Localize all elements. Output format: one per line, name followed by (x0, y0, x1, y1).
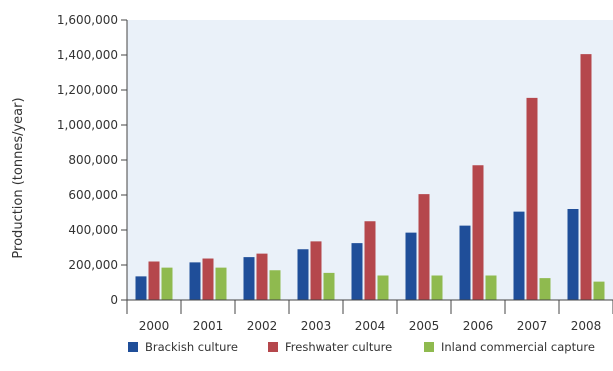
bar-freshwater-culture-2008 (580, 54, 592, 300)
bar-inland-commercial-capture-2004 (377, 275, 389, 300)
y-tick-label: 0 (110, 293, 118, 307)
bar-brackish-culture-2003 (297, 249, 309, 300)
bar-brackish-culture-2002 (243, 257, 255, 300)
bar-brackish-culture-2007 (513, 211, 525, 300)
legend-swatch-inland-commercial-capture (424, 342, 434, 352)
y-tick-label: 600,000 (68, 188, 118, 202)
legend-swatch-freshwater-culture (268, 342, 278, 352)
legend-swatch-brackish-culture (128, 342, 138, 352)
legend-label-freshwater-culture: Freshwater culture (285, 340, 392, 354)
bar-brackish-culture-2000 (135, 276, 147, 300)
bar-inland-commercial-capture-2002 (269, 270, 281, 300)
y-tick-label: 400,000 (68, 223, 118, 237)
y-tick-label: 1,000,000 (57, 118, 118, 132)
x-tick-label: 2005 (409, 319, 440, 333)
bar-inland-commercial-capture-2000 (161, 267, 173, 300)
bar-freshwater-culture-2002 (256, 253, 268, 300)
bar-freshwater-culture-2006 (472, 165, 484, 300)
bar-freshwater-culture-2007 (526, 97, 538, 300)
bar-inland-commercial-capture-2007 (539, 278, 551, 300)
legend: Brackish culture Freshwater culture Inland… (128, 340, 595, 354)
bar-brackish-culture-2001 (189, 262, 201, 300)
bar-freshwater-culture-2004 (364, 221, 376, 300)
bar-brackish-culture-2004 (351, 243, 363, 300)
y-axis-title: Production (tonnes/year) (11, 97, 26, 258)
x-tick-label: 2006 (463, 319, 494, 333)
bar-freshwater-culture-2005 (418, 194, 430, 300)
x-tick-label: 2007 (517, 319, 548, 333)
x-tick-label: 2002 (247, 319, 278, 333)
bar-inland-commercial-capture-2008 (593, 281, 605, 300)
bar-inland-commercial-capture-2005 (431, 275, 443, 300)
y-ticks-group: 0 200,000 400,000 600,000 800,000 1,000,000 1,… (57, 13, 127, 307)
bar-brackish-culture-2005 (405, 232, 417, 300)
x-tick-label: 2008 (571, 319, 602, 333)
y-tick-label: 1,600,000 (57, 13, 118, 27)
x-tick-label: 2000 (139, 319, 170, 333)
bar-freshwater-culture-2000 (148, 261, 160, 300)
legend-label-brackish-culture: Brackish culture (145, 340, 238, 354)
bar-freshwater-culture-2003 (310, 241, 322, 300)
x-tick-label: 2003 (301, 319, 332, 333)
bar-brackish-culture-2008 (567, 209, 579, 300)
y-tick-label: 1,400,000 (57, 48, 118, 62)
bar-freshwater-culture-2001 (202, 258, 214, 300)
bar-inland-commercial-capture-2003 (323, 272, 335, 300)
x-ticks-group: 2000 2001 2002 2003 2004 2005 2006 2007 2008 (126, 300, 613, 333)
y-tick-label: 1,200,000 (57, 83, 118, 97)
y-tick-label: 800,000 (68, 153, 118, 167)
legend-label-inland-commercial-capture: Inland commercial capture (441, 340, 595, 354)
bar-inland-commercial-capture-2001 (215, 267, 227, 300)
x-tick-label: 2004 (355, 319, 386, 333)
bar-inland-commercial-capture-2006 (485, 275, 497, 300)
bars-group (135, 54, 605, 300)
x-tick-label: 2001 (193, 319, 224, 333)
bar-brackish-culture-2006 (459, 225, 471, 300)
y-tick-label: 200,000 (68, 258, 118, 272)
